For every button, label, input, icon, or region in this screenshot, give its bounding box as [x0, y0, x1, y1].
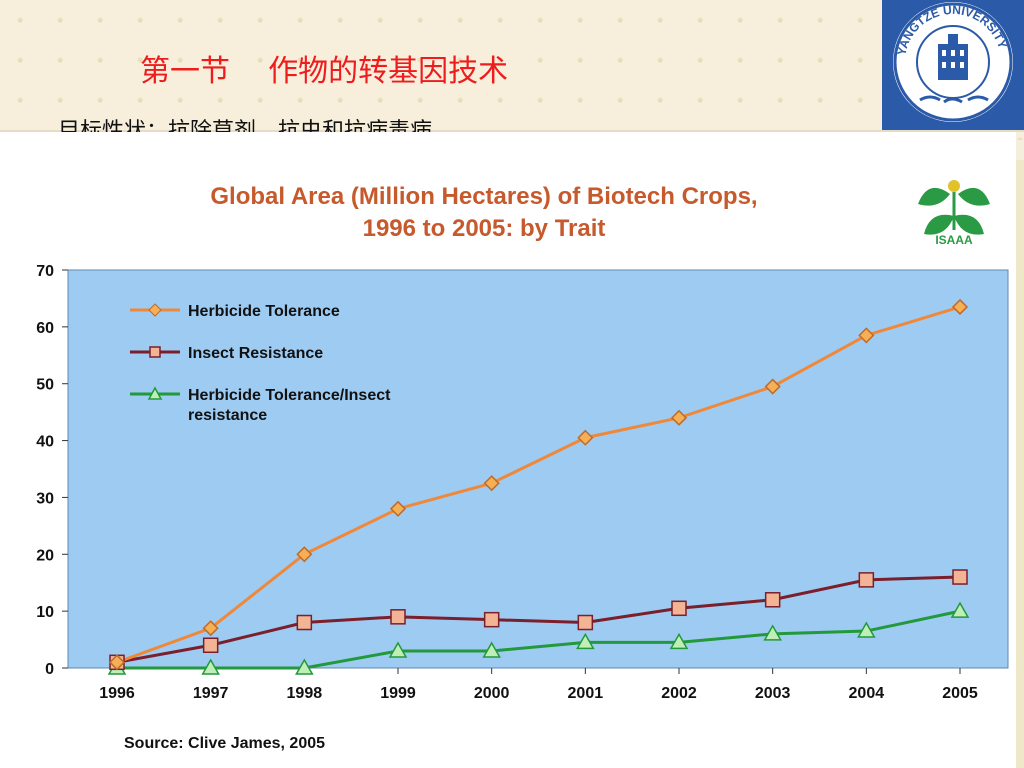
series-lines [116, 305, 961, 670]
data-point-insect-resistance [952, 569, 968, 585]
x-tick-label: 1999 [380, 685, 416, 702]
x-tick-label: 1998 [287, 685, 323, 702]
y-tick-label: 20 [36, 547, 54, 564]
divider [0, 130, 1024, 132]
data-point-insect-resistance [858, 572, 875, 588]
x-tick-label: 2001 [568, 685, 604, 702]
legend-label: Herbicide Tolerance/Insect [188, 387, 391, 404]
legend-item-stacked: Herbicide Tolerance/Insect resistance [130, 386, 391, 424]
data-point-herbicide-tolerance [577, 429, 594, 446]
data-point-herbicide-tolerance [764, 378, 781, 395]
series-line-stacked-traits [117, 609, 961, 670]
legend-label: Herbicide Tolerance [188, 303, 340, 320]
university-logo: YANGTZE UNIVERSITY [882, 0, 1024, 130]
x-tick-label: 1997 [193, 685, 229, 702]
data-point-stacked-traits [950, 601, 970, 618]
axes: 0 10 20 30 40 50 60 70 1996 1997 1998 1999 2000 2001 2… [36, 263, 978, 702]
chart-title-line2: 1996 to 2005: by Trait [363, 215, 606, 242]
y-tick-label: 10 [36, 604, 54, 621]
x-tick-label: 2000 [474, 685, 510, 702]
data-point-insect-resistance [483, 611, 500, 628]
data-point-stacked-traits [201, 658, 220, 675]
y-tick-label: 60 [36, 320, 54, 337]
data-point-herbicide-tolerance [202, 620, 219, 637]
y-tick-label: 50 [36, 377, 54, 394]
series-line-insect-resistance [116, 575, 961, 664]
biotech-area-chart: Global Area (Million Hectares) of Biotec… [36, 180, 1009, 752]
isaaa-label: ISAAA [935, 233, 973, 247]
legend-item-herbicide: Herbicide Tolerance [130, 303, 340, 320]
slide-background [0, 0, 1024, 140]
data-point-herbicide-tolerance [483, 475, 500, 492]
y-tick-label: 40 [36, 434, 54, 451]
data-point-herbicide-tolerance [951, 298, 969, 316]
legend-label: Insect Resistance [188, 345, 323, 362]
chart-title-line1: Global Area (Million Hectares) of Biotec… [210, 183, 757, 210]
x-tick-label: 2004 [849, 685, 885, 702]
slide-title: 第一节 作物的转基因技术 [140, 54, 509, 89]
data-point-insect-resistance [202, 637, 219, 654]
data-point-stacked-traits [857, 621, 876, 638]
data-point-insect-resistance [764, 592, 781, 608]
series-markers [107, 298, 970, 675]
data-point-insect-resistance [390, 609, 406, 625]
data-point-herbicide-tolerance [296, 546, 313, 563]
data-point-stacked-traits [763, 624, 782, 641]
data-point-stacked-traits [669, 632, 689, 650]
x-tick-label: 1996 [99, 685, 135, 702]
data-point-herbicide-tolerance [670, 409, 688, 426]
data-point-insect-resistance [671, 600, 687, 617]
x-tick-label: 2003 [755, 685, 791, 702]
data-point-stacked-traits [295, 658, 314, 675]
y-tick-label: 70 [36, 263, 54, 280]
y-tick-label: 0 [45, 661, 54, 678]
x-tick-label: 2005 [942, 685, 978, 702]
data-point-stacked-traits [388, 641, 408, 658]
legend-item-insect: Insect Resistance [130, 345, 323, 362]
x-tick-label: 2002 [661, 685, 697, 702]
legend: Herbicide Tolerance Insect Resistance He… [130, 303, 391, 424]
series-line-herbicide-tolerance [116, 305, 961, 664]
chart-source: Source: Clive James, 2005 [124, 735, 325, 752]
data-point-herbicide-tolerance [858, 327, 875, 344]
data-point-herbicide-tolerance [389, 500, 407, 517]
plot-area [67, 269, 1009, 669]
y-tick-label: 30 [36, 490, 54, 507]
data-point-insect-resistance [577, 614, 594, 631]
data-point-stacked-traits [482, 641, 501, 658]
legend-label-cont: resistance [188, 407, 267, 424]
side-strip [1016, 160, 1024, 768]
data-point-herbicide-tolerance [108, 654, 126, 671]
isaaa-logo: ISAAA [918, 180, 990, 247]
data-point-stacked-traits [576, 632, 595, 650]
data-point-insect-resistance [296, 614, 313, 631]
